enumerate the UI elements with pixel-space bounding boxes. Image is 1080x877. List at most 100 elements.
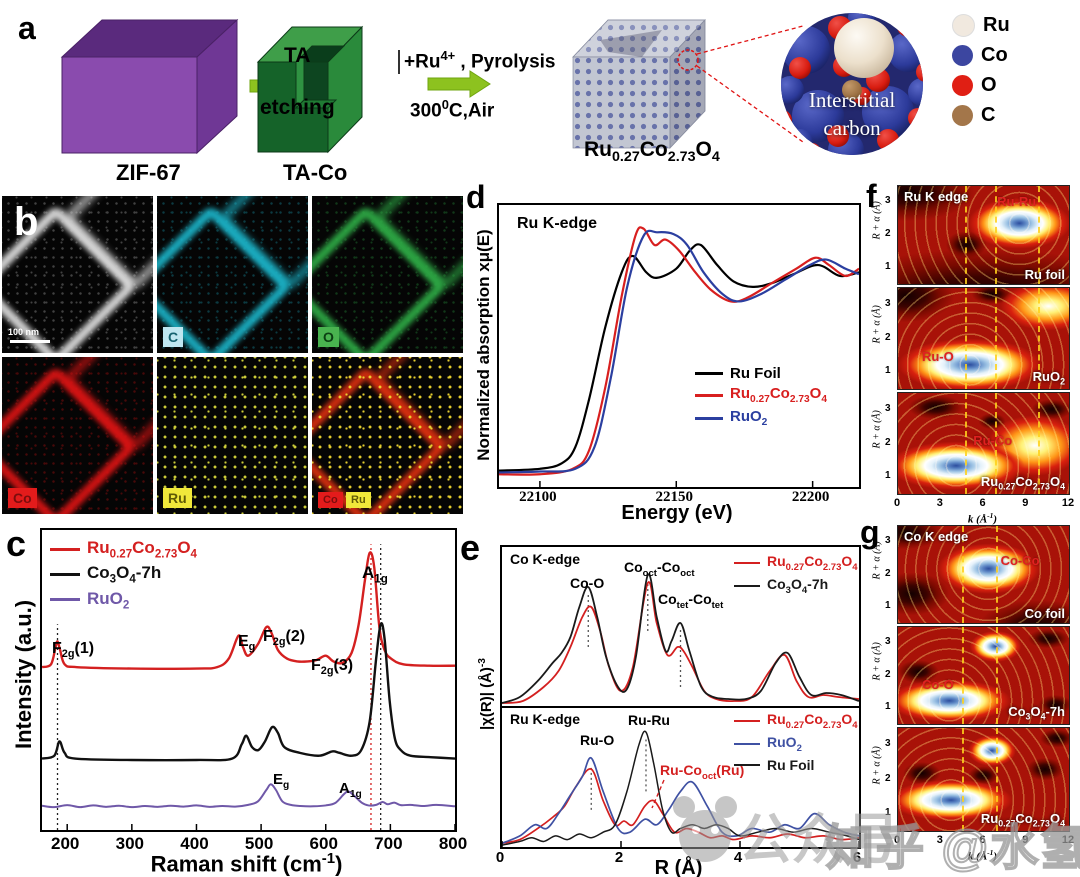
panel-c-letter: c [6,523,27,564]
wavelet-y-tick: 2 [885,567,891,579]
element-chip-Ru: Ru [346,492,371,508]
wavelet-subplot: Ru K edge Ru-Ru Ru foil [897,185,1070,285]
contour-lines [898,186,1069,284]
map-speckle [312,196,463,353]
raman-legend: Ru0.27Co2.73O4 Co3O4-7h RuO2 [50,538,197,614]
dashed-guide-line [994,186,997,284]
arrow1-bottom-label: etching [260,96,335,119]
peak-label: Ru-Ru [628,712,670,728]
tick-label: 22100 [519,489,557,505]
atom-legend-label: C [981,104,996,126]
element-chip-O: O [318,327,339,347]
feature-label: Co-Co [1000,553,1040,569]
wavelet-y-tick: 1 [885,470,891,482]
arrow-2 [427,70,491,98]
zoom-source-circle [677,49,699,71]
peak-label: Cooct-Cooct [624,559,695,579]
wavelet-x-ticks: 0 3 6 9 12 [893,497,1074,511]
panel-f-letter: f [866,178,877,214]
panel-b-letter: b [14,200,39,244]
tick-label: 9 [1022,497,1029,509]
map-speckle [2,196,153,353]
exafs-co-legend: Ru0.27Co2.73O4 Co3O4-7h [734,553,858,599]
wavelet-x-axis-label: k (Å-1) [967,511,998,526]
tick-label: 0 [893,497,901,509]
wavelet-y-tick: 2 [885,331,891,343]
peak-label: Co-O [570,575,605,591]
dashed-guide-line [1037,288,1040,389]
wavelet-y-axis-label: R + α (Å) [871,745,883,784]
atom-color-dot [952,14,975,37]
tick-label: 3 [936,834,943,846]
panel-a-scheme-graphics [60,13,923,155]
zhihu-watermark-text: 知乎 @水氢电 [825,821,1080,876]
map-speckle [157,196,308,353]
feature-label: Co-O [921,677,954,693]
atom-legend-row: C [952,104,995,127]
eds-tile-haadf-image: 100 nm [2,196,153,353]
exafs-co-inner-title: Co K-edge [510,551,580,567]
wavelet-y-axis-label: R + α (Å) [871,201,883,240]
edge-label: Co K edge [904,529,969,544]
panel-d-letter: d [466,179,486,215]
wavelet-subplot: Ru-Co Ru0.27Co2.73O4 [897,392,1070,495]
atom-legend-row: Co [952,44,1008,67]
wavelet-y-tick: 2 [885,668,891,680]
wavelet-x-ticks: 0 3 6 9 12 [894,834,1074,848]
wavelet-y-axis-label: R + α (Å) [871,641,883,680]
panel-a-letter: a [18,10,36,46]
inset-caption-line2: carbon [823,116,881,140]
wavelet-y-tick: 3 [885,738,891,750]
wavelet-y-tick: 3 [885,195,891,207]
wechat-logo-watermark [673,796,737,862]
tick-label: 22150 [655,489,694,505]
xanes-x-ticks: 22100 22150 22200 [497,489,857,507]
raman-plot-frame: Ru0.27Co2.73O4 Co3O4-7h RuO2 F2g(1) Eg F2g… [40,528,457,832]
raman-x-axis-label: Raman shift (cm-1) [150,850,343,877]
atom-legend-row: O [952,74,997,97]
xanes-legend: Ru Foil Ru0.27Co2.73O4 RuO2 [695,365,827,431]
dashed-guide-line [994,288,997,389]
tick-label: 400 [180,834,209,853]
atom-color-dot [952,75,973,96]
map-speckle [2,357,153,514]
exafs-y-axis-label: |χ(R)| (Å)-3 [477,658,495,730]
element-chip-C: C [163,327,184,347]
eds-tile-map-cobalt: Co [2,357,153,514]
edge-label: Ru K edge [904,189,969,204]
dashed-guide-line [996,526,999,623]
element-chip-Co: Co [8,488,37,508]
tick-label: 500 [244,834,274,853]
raman-y-axis-label: Intensity (a.u.) [11,599,36,749]
contour-lines [898,627,1069,724]
tick-label: 0 [495,849,505,866]
tick-label: 800 [438,834,468,853]
xanes-x-axis-label: Energy (eV) [621,502,733,524]
wavelet-y-tick: 1 [885,260,891,272]
exafs-x-axis-label: R (Å) [654,857,703,877]
eds-tile-map-overlay: Co Ru [312,357,463,514]
inset-caption-line1: Interstitial [808,88,896,112]
exafs-x-ticks: 0 2 4 6 [496,849,861,867]
peak-label: A1g [339,780,362,800]
atom-legend-label: Ru [983,14,1010,36]
wavelet-ru-panel: Ru K edge Ru-Ru Ru foil R + α (Å) 1 2 3 Ru-O RuO… [869,185,1074,526]
tick-label: 9 [1022,834,1029,846]
tick-label: 6 [852,849,862,866]
wavelet-subplot: Ru-O RuO2 [897,287,1070,390]
atom-color-dot [952,105,973,126]
taco-cube [256,25,364,154]
peak-label: F2g(1) [52,640,95,661]
product-lattice-cube [572,19,706,149]
wavelet-y-tick: 1 [885,806,891,818]
wavelet-y-tick: 2 [885,436,891,448]
tick-label: 12 [1061,834,1075,846]
panel-g-letter: g [860,514,880,550]
contour-lines [898,393,1069,494]
xanes-y-axis-label: Normalized absorption xμ(E) [474,229,493,461]
wavelet-y-tick: 3 [885,535,891,547]
wavelet-subplot: Ru0.27Co2.73O4 [897,727,1070,832]
arrow2-bottom-label: 3000C,Air [410,97,495,122]
wavelet-subplot: Co K edge Co-Co Co foil [897,525,1070,624]
